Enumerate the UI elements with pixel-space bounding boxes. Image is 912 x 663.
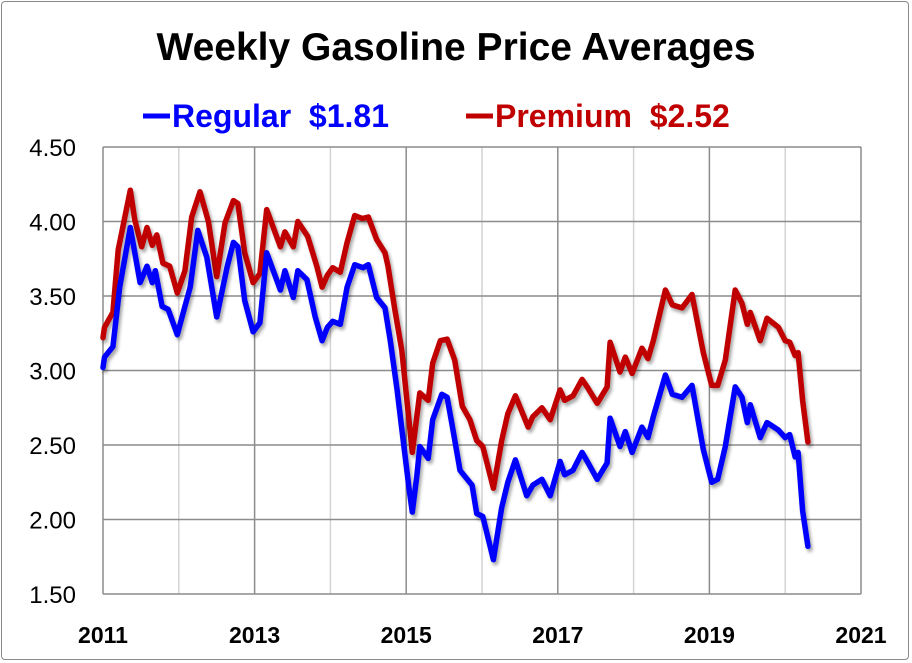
y-tick-label: 2.00	[29, 508, 76, 535]
x-tick-label: 2013	[229, 622, 280, 648]
x-tick-label: 2019	[684, 622, 735, 648]
y-tick-label: 4.00	[29, 210, 76, 237]
series-lines	[100, 187, 811, 563]
y-tick-label: 3.00	[29, 359, 76, 386]
legend: Regular $1.81 Premium $2.52	[143, 98, 730, 134]
y-tick-label: 3.50	[29, 284, 76, 311]
y-tick-label: 4.50	[29, 135, 76, 162]
y-tick-label: 1.50	[29, 582, 76, 609]
series-line-regular	[100, 224, 811, 563]
x-axis: 2011 2013 2015 2017 2019 2021	[78, 622, 887, 648]
legend-label-regular: Regular $1.81	[172, 98, 389, 134]
y-axis: 4.50 4.00 3.50 3.00 2.50 2.00 1.50	[29, 135, 76, 609]
legend-label-premium: Premium $2.52	[495, 98, 730, 134]
x-tick-label: 2011	[78, 622, 128, 648]
chart-title: Weekly Gasoline Price Averages	[156, 26, 755, 69]
y-tick-label: 2.50	[29, 433, 76, 460]
x-tick-label: 2017	[532, 622, 583, 648]
series-line-premium	[100, 187, 811, 491]
grid	[102, 146, 862, 595]
x-tick-label: 2015	[381, 622, 432, 648]
x-tick-label: 2021	[835, 622, 886, 648]
